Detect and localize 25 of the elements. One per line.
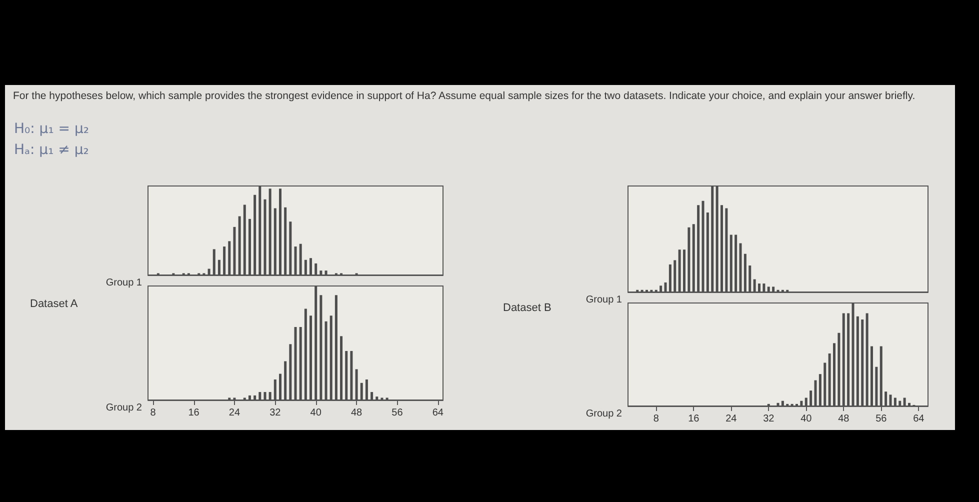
x-tick-label: 24 (726, 414, 738, 424)
x-tick-label: 64 (913, 414, 925, 424)
text: H₀: μ₁ = μ₂ (14, 121, 89, 137)
x-tick-label: 40 (800, 414, 812, 424)
x-tick-label: 56 (392, 408, 404, 418)
text: Dataset A (30, 298, 78, 310)
x-tick-label: 32 (763, 414, 775, 424)
y-axis-title: Group 1 (106, 278, 142, 288)
x-tick-label: 16 (688, 414, 700, 424)
x-tick-label: 48 (350, 408, 363, 418)
x-tick-label: 40 (310, 408, 322, 418)
x-tick-label: 8 (653, 414, 660, 424)
x-tick-label: 32 (270, 408, 282, 418)
y-axis-title: Group 2 (586, 408, 622, 420)
y-axis-title: Group 2 (106, 402, 142, 414)
x-tick-label: 48 (838, 414, 850, 424)
chart-title: For the hypotheses below, which sample provides the strongest evidence in support of Ha? Assume equal sample sizes for the two datasets. Indicate your choice, and explain your answer briefly. (13, 90, 916, 102)
x-tick-label: 64 (432, 408, 444, 418)
text: Hₐ: μ₁ ≠ μ₂ (14, 142, 89, 158)
x-tick-label: 56 (876, 414, 888, 424)
text: Dataset B (503, 302, 552, 314)
x-tick-label: 16 (188, 408, 200, 418)
x-tick-label: 8 (150, 408, 156, 418)
y-axis-title: Group 1 (586, 294, 622, 306)
x-tick-label: 24 (228, 408, 240, 418)
